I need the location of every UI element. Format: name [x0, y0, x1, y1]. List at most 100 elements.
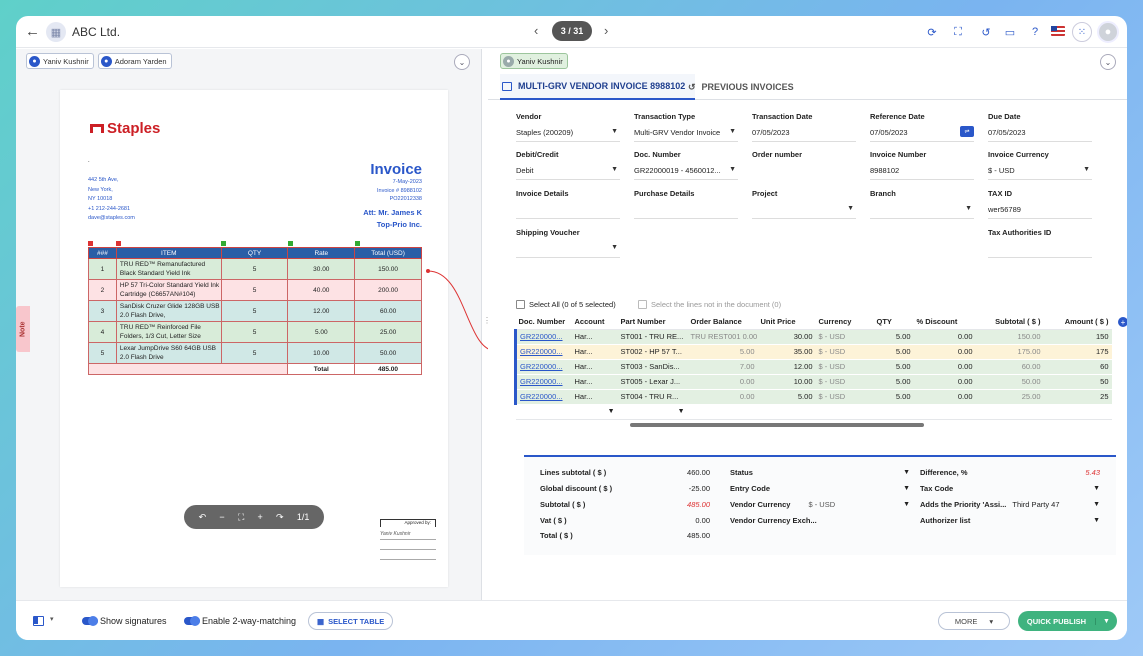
table-row[interactable]: 1 TRU RED™ Remanufactured Black Standard…	[88, 258, 422, 280]
status-field[interactable]: Status ▼	[730, 465, 910, 479]
table-row[interactable]: GR220000... Har... ST005 - Lexar J... 0.…	[514, 374, 1112, 390]
summary-value[interactable]: -25.00	[688, 483, 710, 493]
table-row[interactable]: GR220000... Har... ST004 - TRU R... 0.00…	[514, 389, 1112, 405]
table-row[interactable]: 4 TRU RED™ Reinforced File Folders, 1/3 …	[88, 321, 422, 343]
tab-multi-grv-invoice[interactable]: MULTI-GRV VENDOR INVOICE 8988102	[500, 74, 696, 100]
caret-down-icon[interactable]: ▼	[611, 128, 618, 135]
tax-code-field[interactable]: Tax Code ▼	[920, 481, 1100, 495]
discount-cell[interactable]: 0.00	[913, 329, 976, 345]
account-cell[interactable]: Har...	[571, 374, 618, 390]
column-header[interactable]: Unit Price	[757, 315, 816, 330]
discount-cell[interactable]: 0.00	[913, 344, 976, 360]
help-icon[interactable]: ?	[1031, 26, 1039, 38]
back-arrow-icon[interactable]: ←	[25, 23, 40, 40]
caret-down-icon[interactable]: ▼	[965, 205, 972, 212]
project-field[interactable]: Project ▼	[752, 189, 856, 219]
chevron-down-icon[interactable]: ⌄	[454, 54, 470, 70]
unit-price-cell[interactable]: 12.00	[757, 359, 816, 375]
select-all-checkbox[interactable]	[516, 300, 525, 309]
fullscreen-icon[interactable]: ⛶	[954, 25, 962, 38]
caret-down-icon[interactable]: ▼	[903, 500, 910, 508]
table-row[interactable]: 3 SanDisk Cruzer Glide 128GB USB 2.0 Fla…	[88, 300, 422, 322]
qty-cell[interactable]: 5.00	[873, 374, 914, 390]
doc-number-link[interactable]: GR220000...	[514, 344, 572, 360]
discount-cell[interactable]: 0.00	[913, 359, 976, 375]
chevron-down-icon[interactable]: ⌄	[1100, 54, 1116, 70]
shipping-voucher-field[interactable]: Shipping Voucher ▼	[516, 228, 620, 258]
qty-cell[interactable]: 5.00	[873, 329, 914, 345]
caret-down-icon[interactable]: ▼	[1095, 617, 1117, 625]
history-icon[interactable]: ↺	[981, 26, 991, 39]
tax-authorities-id-field[interactable]: Tax Authorities ID	[988, 228, 1092, 258]
user-icon[interactable]: ●	[1097, 21, 1119, 43]
column-marker[interactable]	[116, 241, 121, 246]
table-row[interactable]: 2 HP 57 Tri-Color Standard Yield Ink Car…	[88, 279, 422, 301]
transaction-date-field[interactable]: Transaction Date 07/05/2023	[752, 112, 856, 142]
select-missing-checkbox[interactable]	[638, 300, 647, 309]
table-row[interactable]: GR220000... Har... ST003 - SanDis... 7.0…	[514, 359, 1112, 375]
doc-number-link[interactable]: GR220000...	[514, 359, 572, 375]
entry-code-field[interactable]: Entry Code ▼	[730, 481, 910, 495]
order-number-field[interactable]: Order number	[752, 150, 856, 180]
table-row[interactable]: 5 Lexar JumpDrive S60 64GB USB 2.0 Flash…	[88, 342, 422, 364]
qty-cell[interactable]: 5.00	[873, 389, 914, 405]
caret-down-icon[interactable]: ▼	[1093, 500, 1100, 508]
column-header[interactable]: Currency	[815, 315, 874, 330]
discount-cell[interactable]: 0.00	[913, 374, 976, 390]
purchase-details-field[interactable]: Purchase Details	[634, 189, 738, 219]
rotate-left-icon[interactable]: ↶	[198, 511, 207, 522]
column-header[interactable]: Amount ( $ )	[1043, 315, 1112, 330]
account-cell[interactable]: Har...	[571, 344, 618, 360]
unit-price-cell[interactable]: 5.00	[757, 389, 816, 405]
fit-icon[interactable]: ⛶	[237, 511, 245, 522]
note-tab[interactable]: Note	[16, 306, 30, 352]
transaction-type-field[interactable]: Transaction Type Multi-GRV Vendor Invoice…	[634, 112, 738, 142]
qty-cell[interactable]: 5.00	[873, 344, 914, 360]
refresh-icon[interactable]: ⟳	[927, 26, 937, 39]
caret-down-icon[interactable]: ▼	[903, 484, 910, 492]
select-table-button[interactable]: ▦ SELECT TABLE	[308, 612, 394, 630]
due-date-field[interactable]: Due Date 07/05/2023	[988, 112, 1092, 142]
invoice-number-field[interactable]: Invoice Number 8988102	[870, 150, 974, 180]
caret-down-icon[interactable]: ▼	[903, 468, 910, 476]
global-discount-row[interactable]: Global discount ( $ ) -25.00	[540, 481, 710, 495]
invoice-currency-field[interactable]: Invoice Currency $ - USD ▼	[988, 150, 1092, 180]
column-marker[interactable]	[221, 241, 226, 246]
doc-number-link[interactable]: GR220000...	[514, 374, 572, 390]
adds-priority-field[interactable]: Adds the Priority 'Assi... Third Party 47…	[920, 497, 1100, 511]
more-button[interactable]: MORE ▾	[938, 612, 1010, 630]
column-header[interactable]: % Discount	[913, 315, 976, 330]
doc-number-link[interactable]: GR220000...	[514, 329, 572, 345]
caret-down-icon[interactable]: ▼	[729, 128, 736, 135]
vendor-currency-field[interactable]: Vendor Currency $ - USD ▼	[730, 497, 910, 511]
unit-price-cell[interactable]: 10.00	[757, 374, 816, 390]
flag-us-icon[interactable]	[1051, 26, 1065, 36]
debit-credit-field[interactable]: Debit/Credit Debit ▼	[516, 150, 620, 180]
account-cell[interactable]: Har...	[571, 329, 618, 345]
part-cell[interactable]: ST004 - TRU R...	[617, 389, 688, 405]
qty-cell[interactable]: 5.00	[873, 359, 914, 375]
column-marker[interactable]	[355, 241, 360, 246]
invoice-details-field[interactable]: Invoice Details	[516, 189, 620, 219]
reference-date-field[interactable]: Reference Date 07/05/2023 ⇌	[870, 112, 974, 142]
part-cell[interactable]: ST005 - Lexar J...	[617, 374, 688, 390]
caret-down-icon[interactable]: ▼	[1093, 516, 1100, 524]
zoom-out-icon[interactable]: −	[219, 512, 225, 522]
show-signatures-toggle[interactable]	[82, 616, 98, 626]
tax-id-field[interactable]: TAX ID wer56789	[988, 189, 1092, 219]
caret-down-icon[interactable]: ▼	[1093, 484, 1100, 492]
table-row[interactable]: GR220000... Har... ST001 - TRU RE... TRU…	[514, 329, 1112, 345]
tab-previous-invoices[interactable]: ↺ PREVIOUS INVOICES	[688, 74, 794, 100]
calendar-icon[interactable]: ⇌	[960, 126, 974, 137]
caret-down-icon[interactable]: ▼	[611, 244, 618, 251]
caret-down-icon[interactable]: ▼	[611, 166, 618, 173]
column-header[interactable]: Doc. Number	[515, 315, 572, 330]
discount-cell[interactable]: 0.00	[913, 389, 976, 405]
branch-field[interactable]: Branch ▼	[870, 189, 974, 219]
two-way-matching-toggle[interactable]	[184, 616, 200, 626]
assignee-chip[interactable]: ● Yaniv Kushnir	[500, 53, 568, 69]
unit-price-cell[interactable]: 30.00	[757, 329, 816, 345]
signer-chip[interactable]: ● Yaniv Kushnir	[26, 53, 94, 69]
zoom-in-icon[interactable]: +	[257, 512, 263, 522]
column-header[interactable]: QTY	[873, 315, 914, 330]
